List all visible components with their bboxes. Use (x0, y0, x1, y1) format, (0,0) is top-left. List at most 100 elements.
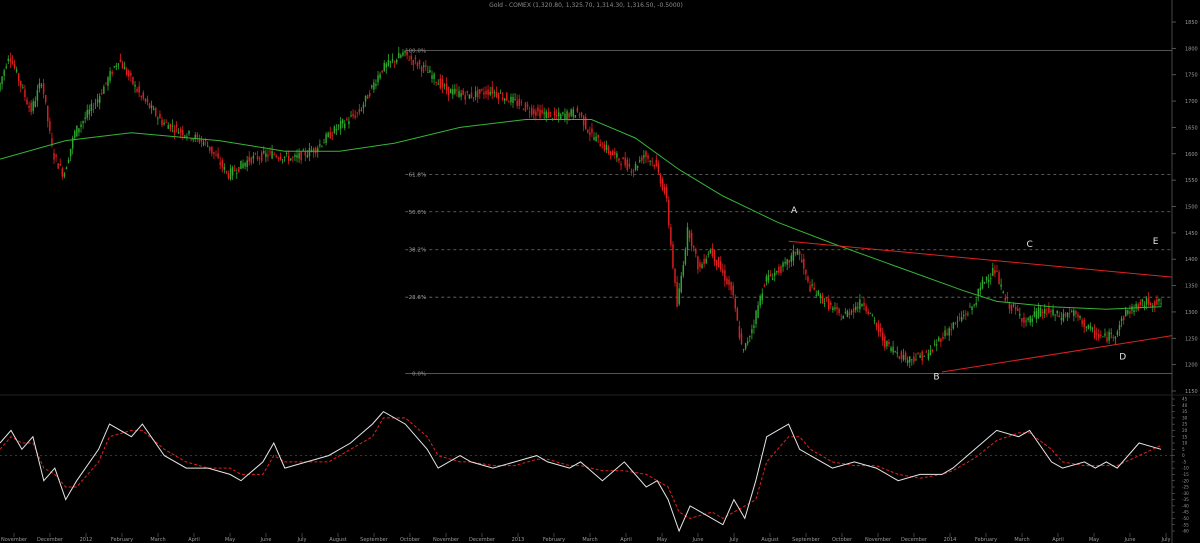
candle-body (452, 89, 454, 95)
candle-body (763, 285, 766, 287)
candle-body (493, 91, 496, 93)
candle-body (132, 76, 134, 85)
xtick-label: November (1, 537, 28, 543)
candle-body (300, 151, 302, 161)
candle-body (886, 340, 888, 347)
candle-body (510, 96, 512, 103)
candle-body (391, 59, 394, 62)
candle-body (871, 314, 874, 316)
osc-ytick-label: -60 (1182, 529, 1189, 534)
candle-body (462, 90, 464, 95)
xtick-label: October (400, 537, 421, 543)
candle-body (117, 63, 120, 65)
candle-body (539, 109, 541, 118)
candle-body (1039, 308, 1042, 317)
candle-body (196, 134, 199, 138)
candle-body (751, 329, 753, 334)
candle-body (121, 63, 124, 69)
candle-body (807, 276, 809, 282)
candle-body (439, 78, 442, 89)
candle-body (472, 97, 475, 98)
candle-body (1075, 310, 1077, 315)
candle-body (566, 111, 568, 120)
candle-body (260, 152, 263, 161)
candle-body (904, 352, 907, 361)
candle-body (296, 155, 298, 158)
candle-body (526, 104, 529, 107)
candle-body (767, 275, 770, 281)
candle-body (518, 98, 520, 106)
candle-body (377, 75, 379, 83)
candle-body (520, 102, 523, 104)
candle-body (229, 168, 232, 180)
candle-body (304, 151, 307, 156)
candle-body (749, 336, 751, 338)
candle-body (1104, 333, 1106, 336)
candle-body (927, 353, 930, 360)
candle-body (655, 159, 658, 166)
candle-body (535, 111, 537, 116)
ytick-label: 1350 (1185, 284, 1198, 290)
candle-body (485, 90, 487, 95)
candle-body (109, 71, 111, 81)
candle-body (942, 336, 944, 339)
candle-body (1044, 309, 1046, 314)
candle-body (773, 272, 776, 276)
candle-body (1033, 311, 1036, 317)
candle-body (1087, 324, 1090, 329)
candle-body (601, 147, 604, 149)
candle-body (179, 128, 182, 133)
candle-body (1056, 310, 1058, 314)
candle-body (776, 270, 778, 273)
candle-body (821, 295, 824, 303)
candle-body (850, 311, 853, 313)
candle-body (611, 151, 614, 156)
candle-body (549, 112, 552, 114)
candle-body (873, 320, 876, 321)
candle-body (1147, 297, 1150, 305)
candlesticks (0, 46, 1162, 369)
candle-body (668, 199, 670, 226)
candle-body (435, 82, 437, 83)
candle-body (547, 112, 550, 119)
oscillator-axis: -60-55-50-45-40-35-30-25-20-15-10-505101… (1172, 397, 1189, 534)
candle-body (645, 151, 647, 157)
candle-body (514, 99, 516, 100)
candle-body (1062, 313, 1065, 321)
osc-ytick-label: 10 (1182, 441, 1188, 446)
candle-body (254, 153, 257, 155)
overlays: A B C D E (0, 119, 1173, 382)
candle-body (784, 261, 786, 264)
candle-body (130, 72, 132, 76)
candle-body (530, 107, 533, 115)
candle-body (483, 92, 485, 95)
fib-label: 61.8% (409, 172, 426, 178)
candle-body (555, 114, 558, 117)
wave-label-e: E (1153, 237, 1159, 247)
candle-body (1035, 311, 1038, 319)
candle-body (684, 249, 687, 265)
candle-body (358, 109, 361, 113)
candle-body (111, 71, 113, 74)
candle-body (265, 153, 267, 158)
candle-body (649, 160, 651, 162)
candle-body (69, 148, 72, 157)
candle-body (867, 311, 869, 314)
candle-body (215, 155, 217, 157)
candle-body (985, 277, 988, 281)
candle-body (101, 93, 103, 95)
candle-body (402, 52, 404, 56)
candle-body (159, 113, 161, 119)
candle-body (314, 147, 317, 154)
candle-body (406, 51, 408, 56)
candle-body (88, 109, 91, 115)
moving-average-line (0, 119, 1162, 310)
candle-body (348, 121, 350, 125)
candle-body (967, 313, 969, 315)
candle-body (115, 65, 118, 68)
candle-body (969, 306, 971, 308)
osc-ytick-label: -30 (1182, 491, 1189, 496)
candle-body (55, 154, 57, 157)
candle-body (734, 298, 736, 309)
